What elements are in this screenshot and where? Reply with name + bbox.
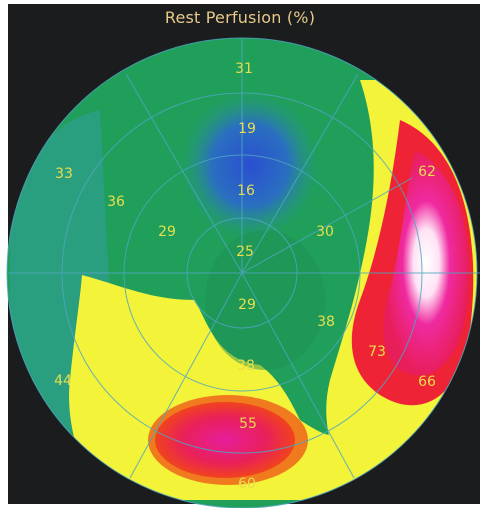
segment-labels: 25 16 30 29 29 19 38 73 38 55 36 31 62 6… xyxy=(54,61,436,492)
sector-line-3 xyxy=(125,73,243,274)
segment-label: 38 xyxy=(237,358,255,374)
sector-line-5 xyxy=(241,272,355,479)
segment-label: 30 xyxy=(316,224,334,240)
field-hot-right xyxy=(383,150,470,376)
sector-line-2 xyxy=(241,73,359,274)
segment-label: 29 xyxy=(158,224,176,240)
corner-tick-mark: ' xyxy=(429,4,432,15)
field-blue-center xyxy=(180,90,320,240)
segment-label: 44 xyxy=(54,373,72,389)
field-red-bottom xyxy=(155,402,295,478)
perfusion-field xyxy=(7,38,477,508)
segment-label: 16 xyxy=(237,183,255,199)
sector-line-4 xyxy=(129,272,243,479)
segment-label: 66 xyxy=(418,374,436,390)
sector-line-6 xyxy=(241,177,413,274)
segment-label: 31 xyxy=(235,61,253,77)
segment-label: 25 xyxy=(236,244,254,260)
segment-label: 60 xyxy=(238,476,256,492)
segment-label: 38 xyxy=(317,314,335,330)
grid xyxy=(6,37,480,508)
segment-label: 62 xyxy=(418,164,436,180)
field-shade-center xyxy=(205,230,325,370)
segment-label: 33 xyxy=(55,166,73,182)
chart-title: Rest Perfusion (%) xyxy=(164,8,316,27)
segment-label: 36 xyxy=(107,194,125,210)
segment-label: 73 xyxy=(368,344,386,360)
segment-label: 29 xyxy=(238,297,256,313)
segment-label: 55 xyxy=(239,416,257,432)
segment-label: 19 xyxy=(238,121,256,137)
